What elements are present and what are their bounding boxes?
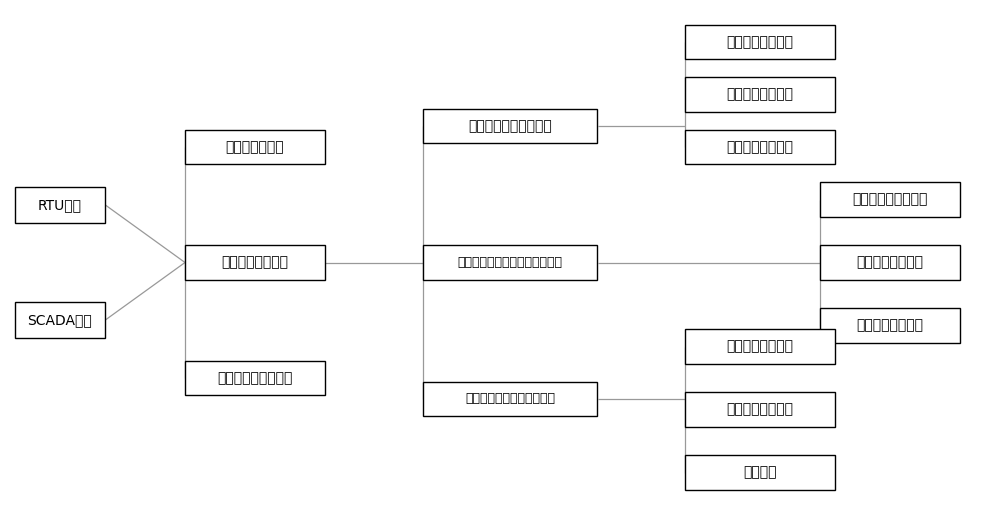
FancyBboxPatch shape xyxy=(685,455,835,489)
FancyBboxPatch shape xyxy=(685,77,835,112)
Text: RTU设备: RTU设备 xyxy=(38,198,82,212)
Text: 分立式串接传感光缆: 分立式串接传感光缆 xyxy=(217,371,293,385)
FancyBboxPatch shape xyxy=(422,246,597,279)
Text: 光伏电缆温度监测显示模块: 光伏电缆温度监测显示模块 xyxy=(465,393,555,405)
FancyBboxPatch shape xyxy=(820,308,960,342)
Text: 光纤数据处理单元: 光纤数据处理单元 xyxy=(856,256,924,269)
Text: 预警单元: 预警单元 xyxy=(743,466,777,479)
FancyBboxPatch shape xyxy=(685,393,835,426)
Text: SCADA设备: SCADA设备 xyxy=(28,313,92,327)
Text: 光纤数据解析单元: 光纤数据解析单元 xyxy=(856,319,924,332)
Text: 光纤图像采集单元: 光纤图像采集单元 xyxy=(726,140,794,154)
FancyBboxPatch shape xyxy=(185,361,325,395)
Text: 分布式光纤处理器: 分布式光纤处理器 xyxy=(222,256,288,269)
Text: 光纤数据预处理单元: 光纤数据预处理单元 xyxy=(852,193,928,206)
Text: 光纤声音采集单元: 光纤声音采集单元 xyxy=(726,35,794,49)
Text: 分布式传感光缆: 分布式传感光缆 xyxy=(226,140,284,154)
FancyBboxPatch shape xyxy=(820,246,960,279)
FancyBboxPatch shape xyxy=(422,382,597,416)
FancyBboxPatch shape xyxy=(15,187,105,223)
Text: 光纤温度监测单元: 光纤温度监测单元 xyxy=(726,340,794,353)
FancyBboxPatch shape xyxy=(185,130,325,164)
FancyBboxPatch shape xyxy=(185,246,325,279)
FancyBboxPatch shape xyxy=(820,182,960,216)
FancyBboxPatch shape xyxy=(685,330,835,363)
Text: 光纤传感数据预处理和解析模块: 光纤传感数据预处理和解析模块 xyxy=(458,256,562,269)
FancyBboxPatch shape xyxy=(685,25,835,59)
Text: 光纤文字采集单元: 光纤文字采集单元 xyxy=(726,88,794,101)
Text: 光纤传感数据采集模块: 光纤传感数据采集模块 xyxy=(468,119,552,133)
FancyBboxPatch shape xyxy=(15,302,105,338)
FancyBboxPatch shape xyxy=(685,130,835,164)
Text: 光纤数据显示单元: 光纤数据显示单元 xyxy=(726,403,794,416)
FancyBboxPatch shape xyxy=(422,109,597,143)
